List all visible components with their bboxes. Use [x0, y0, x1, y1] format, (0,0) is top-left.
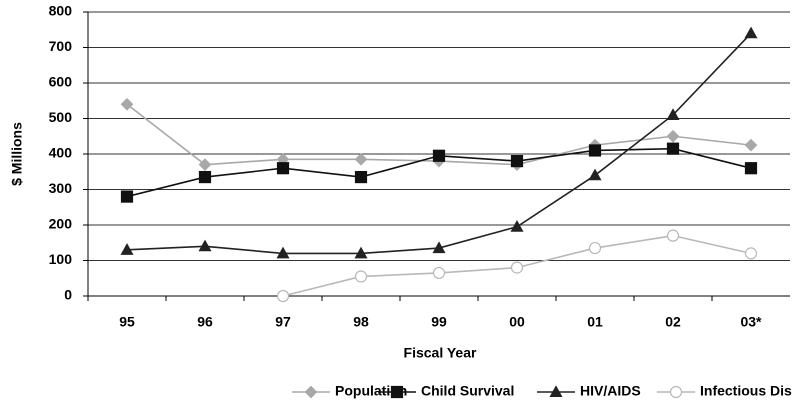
y-tick-label: 0 [64, 287, 72, 303]
y-tick-label: 300 [49, 180, 73, 196]
y-axis-label: $ Millions [9, 122, 25, 186]
x-axis-label: Fiscal Year [404, 345, 477, 361]
point [588, 144, 602, 157]
point [744, 26, 758, 39]
point [198, 239, 212, 252]
x-tick-label: 97 [275, 314, 291, 330]
point [354, 170, 368, 184]
y-tick-label: 400 [49, 145, 73, 161]
point [588, 241, 602, 255]
legend-marker [549, 385, 563, 397]
point [276, 289, 290, 303]
x-tick-label: 99 [431, 314, 447, 330]
point [666, 108, 680, 120]
legend-label: Infectious Diseases [700, 383, 792, 399]
point [666, 129, 680, 143]
legend-marker [390, 385, 404, 399]
legend-marker [304, 385, 318, 399]
x-tick-label: 96 [197, 314, 213, 330]
point [120, 243, 134, 255]
x-tick-label: 00 [509, 314, 525, 330]
point [744, 247, 758, 260]
point [276, 246, 290, 259]
y-tick-label: 200 [49, 216, 73, 232]
point [354, 270, 368, 283]
x-tick-label: 98 [353, 314, 369, 330]
series-line [126, 32, 752, 255]
x-tick-label: 95 [119, 314, 135, 330]
legend-label: Population [335, 383, 407, 399]
x-tick-label: 01 [587, 314, 603, 330]
point [354, 246, 368, 259]
point [510, 261, 524, 274]
legend-label: Child Survival [421, 383, 514, 399]
y-tick-label: 500 [49, 109, 73, 125]
point [666, 142, 680, 155]
y-tick-label: 800 [49, 3, 73, 19]
legend-marker [669, 385, 683, 399]
point [432, 149, 446, 162]
x-tick-label: 02 [665, 314, 681, 330]
point [588, 168, 602, 181]
legend-label: HIV/AIDS [580, 383, 641, 399]
point [276, 162, 290, 175]
point [120, 190, 134, 203]
point [198, 170, 212, 184]
point [666, 229, 680, 242]
point [120, 97, 134, 111]
y-tick-label: 100 [49, 251, 73, 267]
point [510, 220, 524, 232]
point [198, 158, 212, 171]
point [510, 155, 524, 168]
point [432, 241, 446, 254]
point [354, 152, 368, 166]
point [744, 162, 758, 175]
y-tick-label: 600 [49, 74, 73, 90]
point [432, 266, 446, 280]
y-tick-label: 700 [49, 38, 73, 54]
point [744, 138, 758, 152]
x-tick-label: 03* [740, 314, 762, 330]
